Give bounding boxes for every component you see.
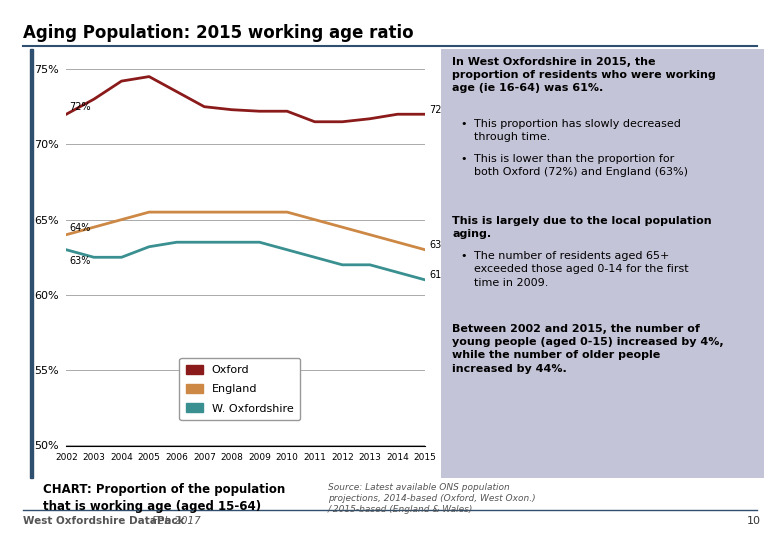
Text: The number of residents aged 65+
exceeded those aged 0-14 for the first
time in : The number of residents aged 65+ exceede…	[474, 251, 689, 287]
Legend: Oxford, England, W. Oxfordshire: Oxford, England, W. Oxfordshire	[179, 358, 300, 420]
Text: Aging Population: 2015 working age ratio: Aging Population: 2015 working age ratio	[23, 24, 414, 42]
Text: This is largely due to the local population
aging.: This is largely due to the local populat…	[452, 216, 712, 239]
Text: This is lower than the proportion for
both Oxford (72%) and England (63%): This is lower than the proportion for bo…	[474, 154, 688, 177]
Text: This proportion has slowly decreased
through time.: This proportion has slowly decreased thr…	[474, 119, 681, 142]
Text: Source: Latest available ONS population
projections, 2014-based (Oxford, West Ox: Source: Latest available ONS population …	[328, 483, 535, 515]
Text: •: •	[460, 154, 466, 164]
Text: In West Oxfordshire in 2015, the
proportion of residents who were working
age (i: In West Oxfordshire in 2015, the proport…	[452, 57, 716, 93]
Text: 72%: 72%	[69, 102, 90, 112]
Text: 63%: 63%	[429, 240, 451, 251]
Text: 72%: 72%	[429, 105, 451, 115]
Text: Feb 2017: Feb 2017	[152, 516, 201, 526]
Text: Between 2002 and 2015, the number of
young people (aged 0-15) increased by 4%,
w: Between 2002 and 2015, the number of you…	[452, 324, 724, 374]
Text: 61%: 61%	[429, 271, 451, 280]
Text: 63%: 63%	[69, 255, 90, 266]
Text: •: •	[460, 119, 466, 129]
Text: West Oxfordshire DataPack: West Oxfordshire DataPack	[23, 516, 185, 526]
Text: 10: 10	[746, 516, 760, 526]
Text: CHART: Proportion of the population
that is working age (aged 15-64): CHART: Proportion of the population that…	[43, 483, 285, 514]
Text: 64%: 64%	[69, 222, 90, 233]
Text: •: •	[460, 251, 466, 261]
